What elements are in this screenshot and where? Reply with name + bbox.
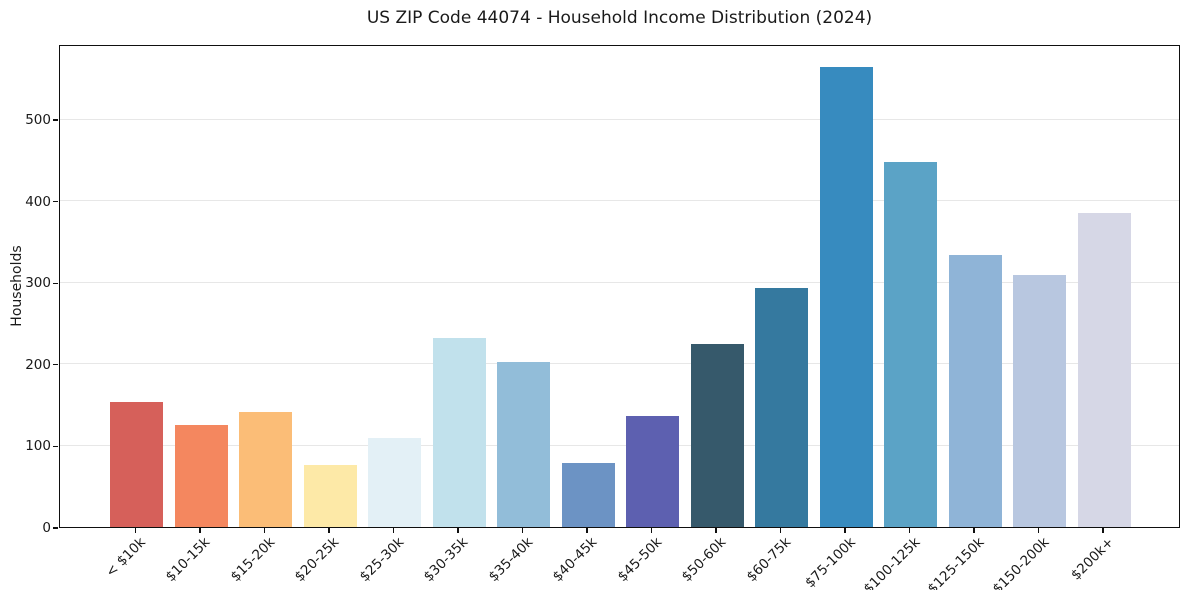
bar-11 [755,287,808,527]
x-tick-mark [328,528,330,533]
y-tick-label: 500 [25,112,51,129]
bar-9 [626,416,679,527]
x-tick-label: $200k+ [1067,534,1117,584]
y-tick-label: 400 [25,193,51,210]
y-tick-label: 200 [25,356,51,373]
x-tick-mark [844,528,846,533]
x-tick-mark [715,528,717,533]
x-tick-mark [973,528,975,533]
x-tick-mark [199,528,201,533]
x-tick-mark [457,528,459,533]
x-tick-label: $35-40k [485,534,537,585]
x-tick-label: $40-45k [549,534,601,585]
x-tick-label: $60-75k [743,534,795,585]
x-tick-mark [134,528,137,533]
x-tick-mark [1102,528,1104,533]
bar-13 [884,161,937,527]
x-tick-label: < $10k [103,534,150,581]
x-tick-label: $30-35k [420,534,472,585]
x-tick-label: $50-60k [678,534,730,585]
x-tick-label: $10-15k [162,534,214,585]
bar-15 [1013,274,1066,527]
y-tick-mark [53,364,58,366]
y-tick-label: 100 [25,438,51,455]
bar-14 [948,255,1002,527]
x-tick-label: $100-125k [860,534,924,590]
x-tick-mark [779,528,782,533]
gridline-y100 [60,444,1179,446]
bar-3 [239,411,292,527]
x-tick-label: $45-50k [614,534,666,585]
bar-8 [561,463,615,527]
bar-6 [432,337,486,527]
x-tick-mark [650,528,653,533]
x-tick-mark [521,528,524,533]
bar-10 [690,344,744,527]
x-tick-mark [908,528,911,533]
bar-4 [303,465,357,527]
x-tick-label: $125-150k [924,534,988,590]
y-tick-mark [53,527,58,529]
gridline-y400 [60,200,1179,202]
bar-12 [819,66,873,527]
gridline-y300 [60,281,1179,283]
chart-title: US ZIP Code 44074 - Household Income Dis… [366,8,873,28]
x-tick-label: $25-30k [356,534,408,585]
y-tick-label: 300 [25,275,51,292]
y-tick-mark [53,445,58,448]
x-tick-label: $15-20k [227,534,279,585]
y-tick-label: 0 [42,520,51,536]
bar-5 [368,438,421,527]
gridline-y500 [60,118,1179,120]
bar-1 [110,402,163,527]
x-tick-mark [392,528,395,533]
bar-2 [174,425,228,527]
gridline-y200 [60,363,1179,365]
x-tick-label: $75-100k [801,534,859,590]
x-tick-mark [1037,528,1040,533]
y-axis-label: Households [9,245,25,327]
x-tick-mark [263,528,266,533]
x-tick-mark [586,528,588,533]
x-tick-label: $150-200k [989,534,1053,590]
bar-16 [1077,212,1131,527]
y-tick-mark [53,119,58,121]
x-tick-label: $20-25k [291,534,343,585]
plot-area [59,45,1180,528]
bar-7 [497,362,550,527]
y-tick-mark [53,282,58,284]
y-tick-mark [53,200,58,203]
